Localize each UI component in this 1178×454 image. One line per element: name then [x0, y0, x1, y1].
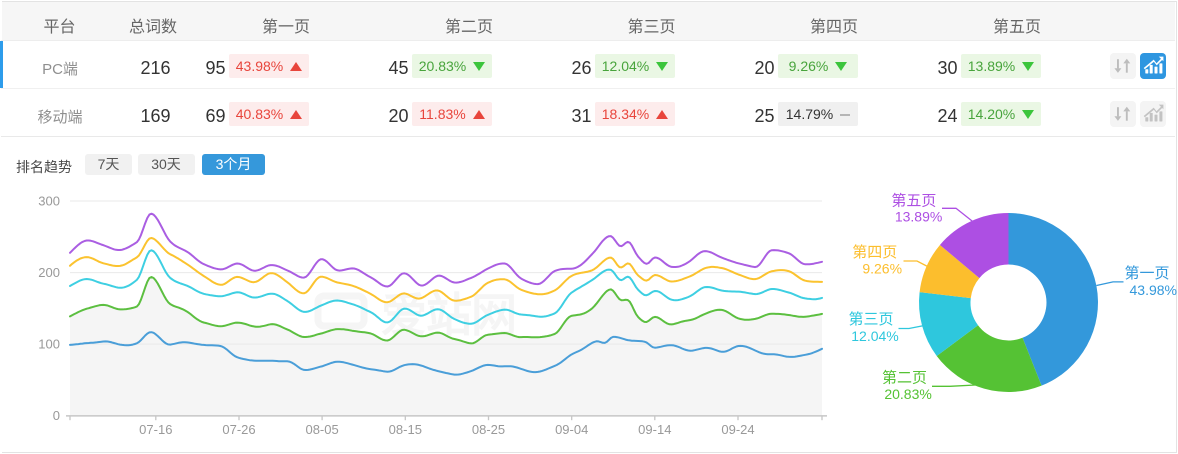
svg-text:08-15: 08-15	[389, 422, 422, 437]
svg-text:07-26: 07-26	[222, 422, 255, 437]
svg-text:20.83%: 20.83%	[884, 386, 931, 402]
svg-text:第四页: 第四页	[852, 243, 897, 261]
svg-text:300: 300	[38, 194, 60, 209]
svg-text:09-24: 09-24	[721, 422, 754, 437]
svg-text:第二页: 第二页	[882, 368, 927, 386]
svg-text:12.04%: 12.04%	[851, 328, 898, 344]
svg-text:09-04: 09-04	[555, 422, 588, 437]
svg-text:100: 100	[38, 337, 60, 352]
svg-text:09-14: 09-14	[638, 422, 671, 437]
svg-text:07-16: 07-16	[139, 422, 172, 437]
svg-text:第五页: 第五页	[891, 192, 936, 210]
svg-text:第三页: 第三页	[848, 310, 893, 328]
svg-text:200: 200	[38, 265, 60, 280]
svg-text:0: 0	[53, 408, 60, 423]
svg-text:43.98%: 43.98%	[1130, 282, 1177, 298]
svg-text:08-05: 08-05	[305, 422, 338, 437]
svg-text:08-25: 08-25	[472, 422, 505, 437]
svg-text:9.26%: 9.26%	[862, 261, 902, 277]
svg-text:13.89%: 13.89%	[895, 208, 942, 224]
svg-text:第一页: 第一页	[1125, 264, 1170, 282]
